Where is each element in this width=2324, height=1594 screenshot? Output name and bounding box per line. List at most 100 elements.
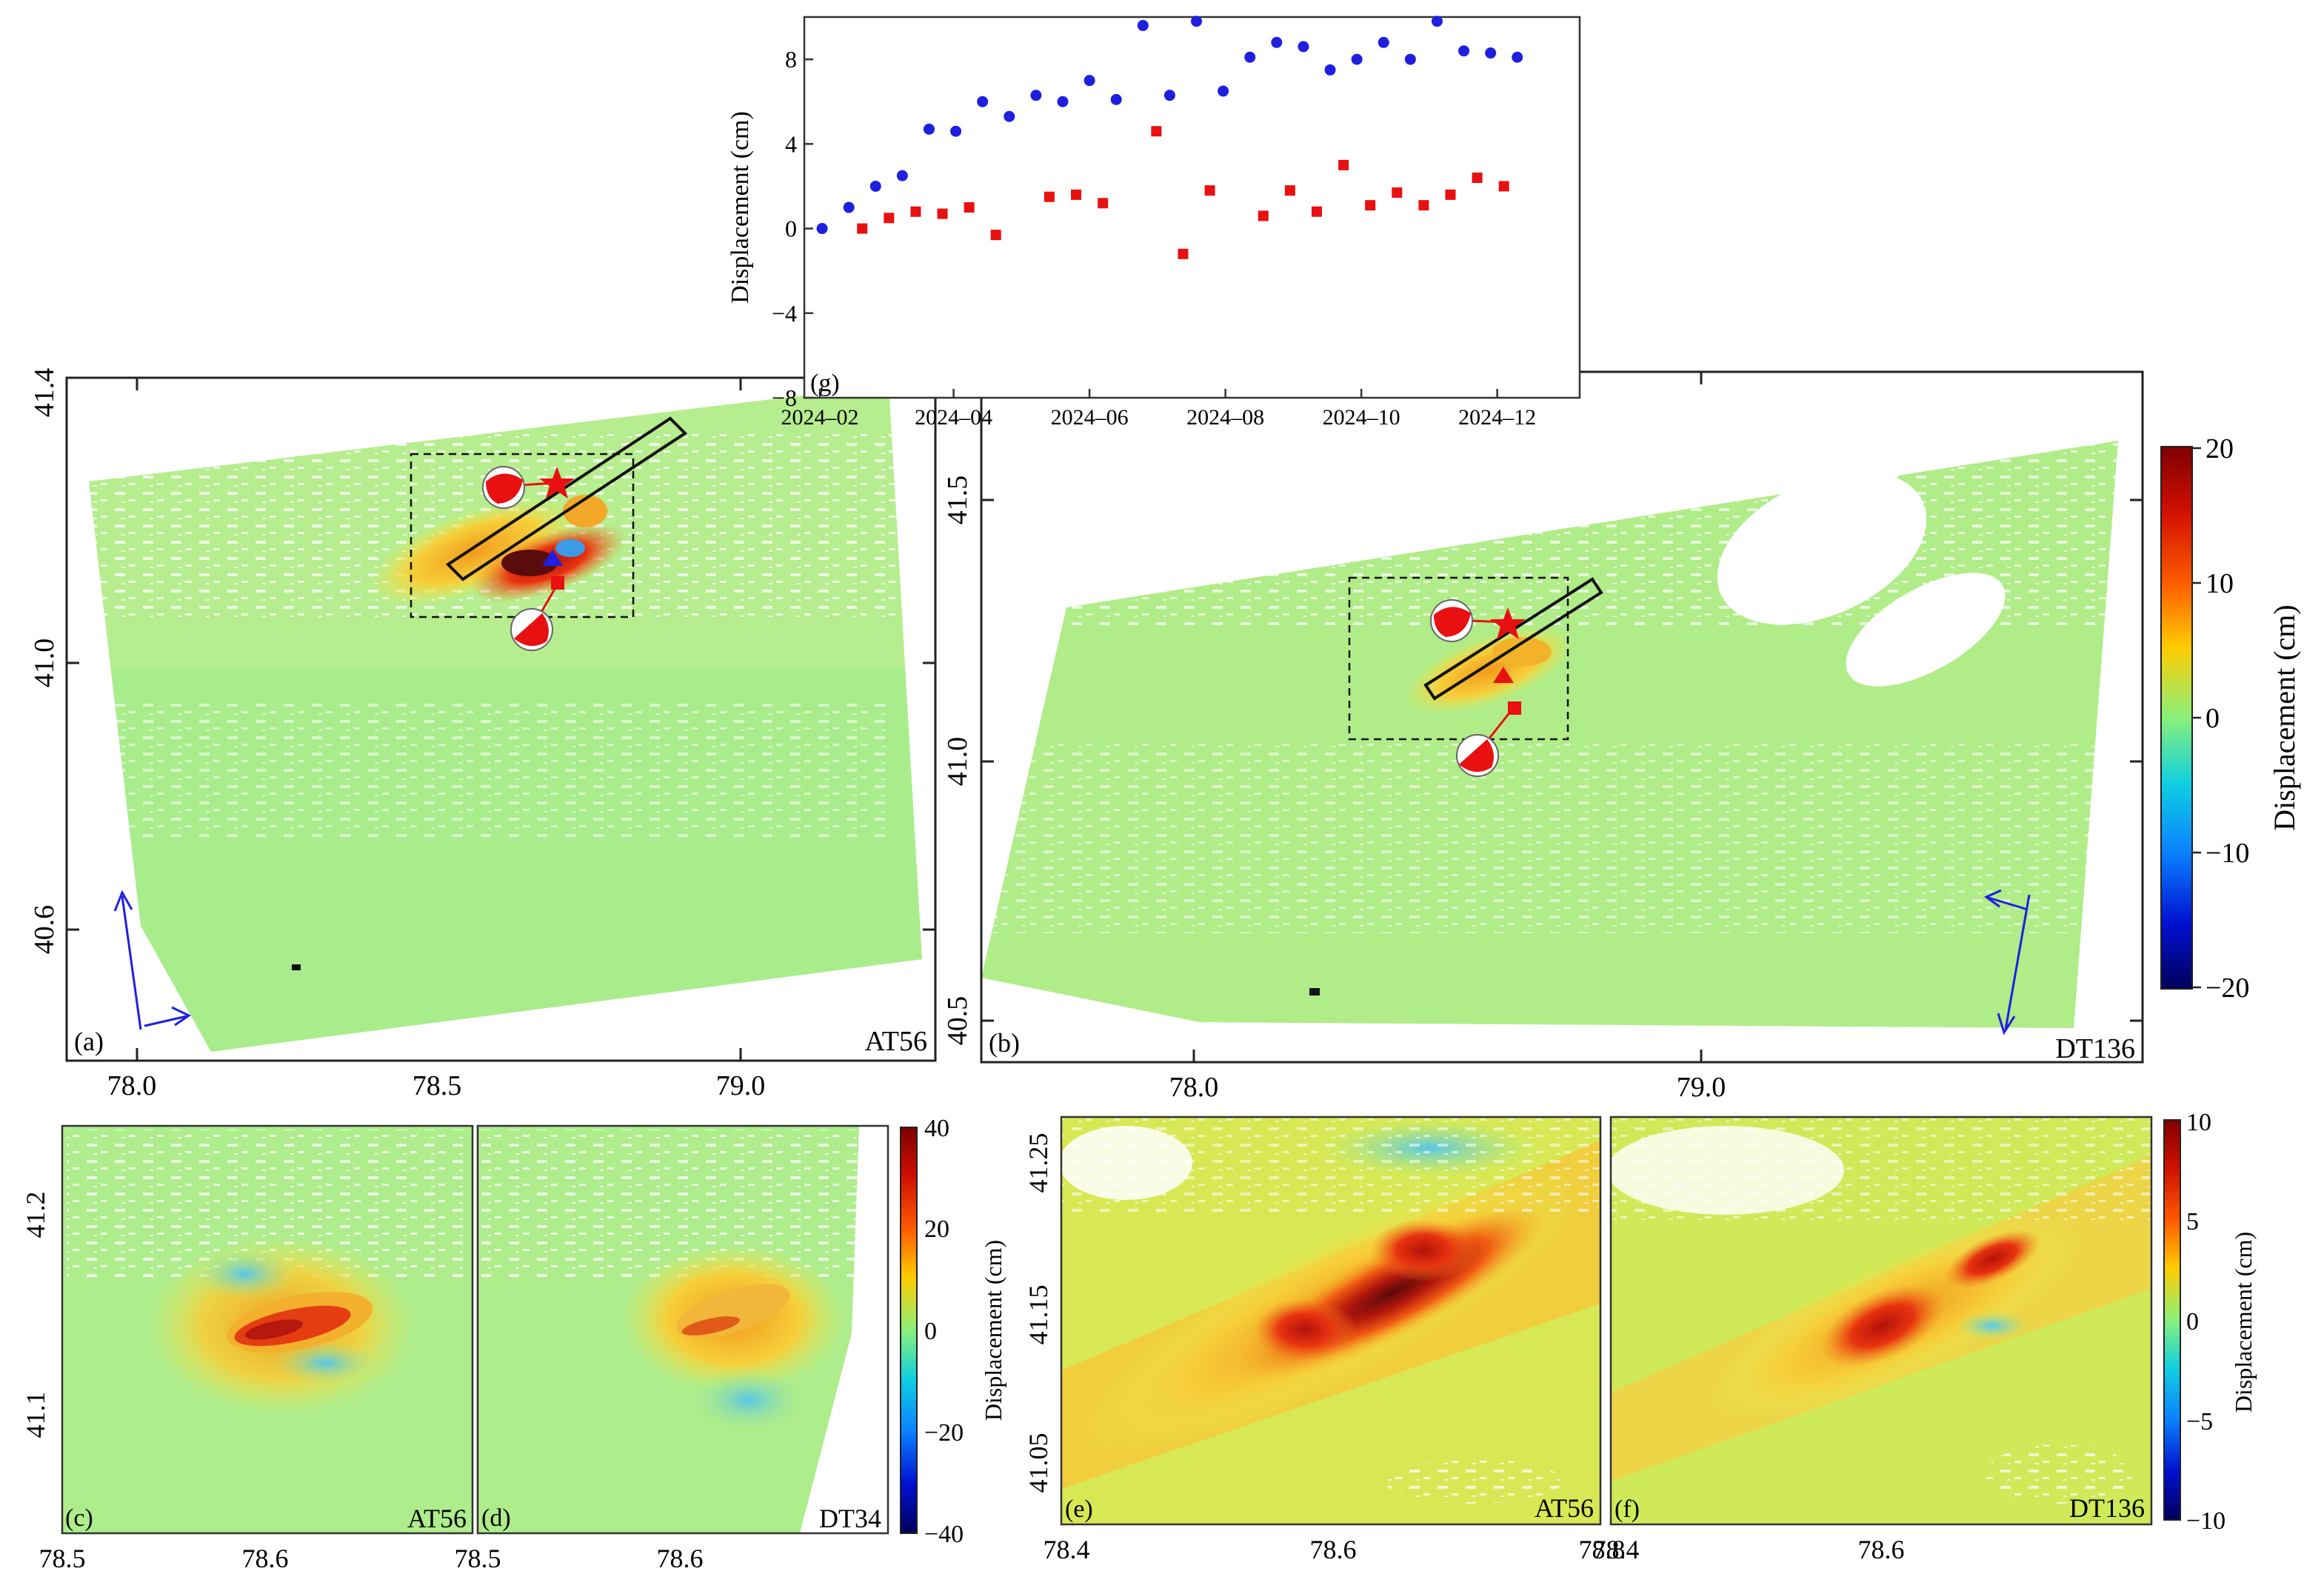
panel-g-point-ascending [1163,90,1175,101]
panel-c-label: (c) [65,1504,93,1532]
panel-g-point-descending [1284,185,1295,196]
panel-b-beachball-lower [1456,710,1512,777]
panel-b-heading-arrows [1984,889,2031,1036]
panel-g-point-descending [1178,248,1189,259]
panel-f-track-label: DT136 [2069,1493,2145,1523]
colorbar-ef: 10 5 0 −5 −10 Displacement (cm) [2163,1109,2257,1535]
panel-g-points [816,16,1523,259]
panel-g-y-tick-label: 8 [785,46,797,73]
panel-g-point-descending [857,223,868,234]
panel-g-point-ascending [896,170,908,181]
panel-f-frame [1609,1116,2153,1526]
panel-g-point-descending [884,213,895,224]
panel-g-point-descending [1071,189,1082,200]
panel-a: 78.0 78.5 79.0 41.4 41.0 40.6 (a) AT56 [29,368,937,1101]
colorbar-ef-tick-4: −10 [2186,1507,2226,1535]
panel-b-fault-trace [1423,577,1603,701]
panel-g-x-tick-label: 2024–08 [1186,405,1264,430]
panel-b: 78.0 79.0 41.5 41.0 40.5 (b) DT136 [942,370,2144,1103]
panel-g-y-label: Displacement (cm) [727,111,754,304]
panel-g-point-ascending [1057,96,1069,107]
panel-e-frame [1060,1116,1602,1526]
panel-d-x-tick-0: 78.5 [455,1544,501,1573]
panel-g-point-ascending [1298,41,1309,53]
colorbar-cd-gradient [900,1127,918,1534]
panel-g-point-descending [910,206,921,217]
panel-g-point-ascending [977,96,989,107]
panel-b-y-tick-1: 41.0 [942,737,973,787]
panel-d-frame [476,1124,889,1535]
colorbar-main-tick-0: 20 [2206,433,2234,464]
panel-g-x-tick-label: 2024–10 [1323,405,1400,430]
panel-e-x-tick-0: 78.4 [1044,1535,1090,1564]
panel-a-track-label: AT56 [865,1026,927,1057]
panel-g-point-ascending [1378,36,1389,48]
colorbar-main-gradient [2160,446,2193,990]
panel-g-point-descending [1204,185,1215,196]
panel-g-point-ascending [1137,19,1149,31]
panel-g-point-ascending [869,180,881,192]
panel-g-point-ascending [1271,36,1283,48]
panel-g-y-tick-label: −8 [772,384,797,411]
panel-b-epicenter-star [1490,607,1526,639]
panel-g-point-ascending [1324,64,1336,76]
panel-a-ascending-point-marker [542,550,563,566]
panel-b-label: (b) [989,1028,1020,1058]
panel-e: 41.25 41.15 41.05 78.4 78.6 78.8 (e) AT5… [1024,1116,1626,1564]
panel-f-label: (f) [1615,1495,1640,1523]
panel-a-fault-trace [445,416,688,581]
colorbar-main: 20 10 0 −10 −20 Displacement (cm) [2160,433,2301,1004]
panel-g-point-ascending [1110,93,1122,105]
colorbar-cd-tick-3: −20 [924,1419,964,1447]
panel-e-y-tick-2: 41.05 [1024,1433,1053,1493]
panel-b-descending-point-marker [1508,701,1521,715]
panel-b-reference-point [1309,988,1320,996]
panel-b-y-tick-2: 40.5 [942,996,973,1046]
panel-f-x-tick-1: 78.6 [1858,1535,1905,1564]
colorbar-main-tick-2: 0 [2206,703,2220,734]
panel-a-descending-point-marker [551,576,564,590]
panel-a-frame [65,376,937,1062]
panel-g-x-axis: 2024–02 2024–04 2024–06 2024–08 2024–10 2024–… [781,389,1536,430]
panel-g-point-ascending [1351,53,1363,65]
panel-b-descending-triangle [1493,667,1514,683]
panel-b-x-tick-1: 79.0 [1677,1072,1726,1103]
panel-a-beachball-lower [510,584,558,651]
panel-g-point-descending [1392,187,1403,199]
panel-b-beachball-upper [1430,599,1508,642]
panel-g-point-ascending [843,201,855,213]
colorbar-cd-tick-4: −40 [924,1521,964,1548]
panel-b-y-tick-0: 41.5 [942,476,973,525]
panel-g-point-descending [1472,173,1483,184]
panel-a-x-tick-1: 78.5 [413,1070,462,1101]
panel-g-point-descending [1365,200,1376,211]
panel-d-track-label: DT34 [819,1504,881,1533]
colorbar-cd-tick-1: 20 [924,1215,949,1243]
panel-g-point-ascending [1431,16,1443,27]
panel-g: 840−4−8 2024–02 2024–04 2024–06 2024–08 2024… [727,16,1581,430]
panel-c-x-tick-0: 78.5 [39,1544,86,1573]
panel-g-point-ascending [950,125,962,137]
panel-g-point-descending [1418,200,1429,211]
panel-g-point-ascending [1458,45,1470,57]
panel-g-point-ascending [1004,110,1015,122]
colorbar-ef-tick-0: 10 [2186,1109,2211,1136]
colorbar-cd-tick-0: 40 [924,1115,949,1142]
panel-g-point-descending [1151,126,1162,137]
panel-g-point-ascending [1218,85,1229,97]
panel-f: 78.4 78.6 (f) DT136 [1593,1116,2153,1564]
colorbar-cd-tick-2: 0 [924,1318,937,1345]
panel-g-point-ascending [1083,75,1095,87]
panel-g-x-tick-label: 2024–04 [915,405,992,430]
panel-g-point-ascending [923,123,935,135]
panel-e-y-tick-1: 41.15 [1024,1285,1053,1345]
panel-a-y-tick-2: 40.6 [29,905,60,955]
panel-c-x-tick-1: 78.6 [242,1544,289,1573]
panel-d-x-tick-1: 78.6 [657,1544,704,1573]
panel-a-y-tick-0: 41.4 [29,368,60,418]
panel-d-map [478,1126,888,1533]
colorbar-ef-gradient [2163,1119,2181,1521]
panel-g-point-descending [1498,181,1509,192]
panel-g-x-tick-label: 2024–02 [781,405,859,430]
